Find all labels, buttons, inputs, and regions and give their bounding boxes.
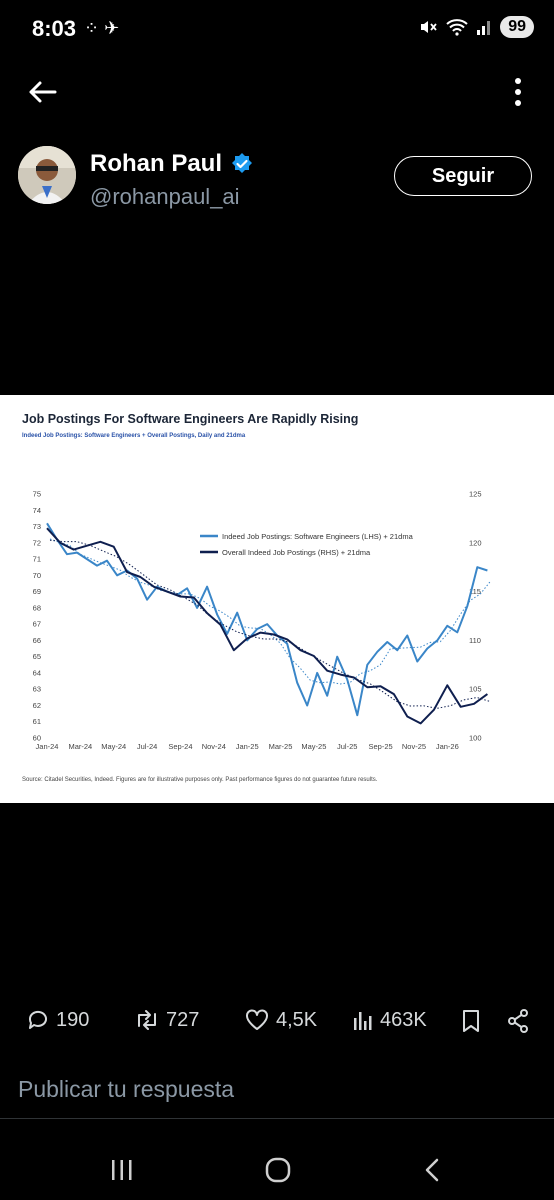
repost-button[interactable]: 727 bbox=[134, 1008, 199, 1032]
system-back-button[interactable] bbox=[412, 1150, 452, 1190]
author-name[interactable]: Rohan Paul bbox=[90, 150, 223, 177]
more-options-button[interactable] bbox=[508, 72, 528, 112]
y-left-tick-label: 72 bbox=[33, 538, 41, 547]
x-tick-label: Jul-25 bbox=[337, 742, 357, 751]
x-tick-label: Sep-24 bbox=[168, 742, 192, 751]
y-left-tick-label: 71 bbox=[33, 555, 41, 564]
system-icons: 99 bbox=[418, 16, 534, 38]
status-time: 8:03 bbox=[32, 16, 77, 41]
y-left-tick-label: 65 bbox=[33, 652, 41, 661]
tweet-author: Rohan Paul @rohanpaul_ai Seguir bbox=[0, 140, 554, 220]
y-left-tick-label: 61 bbox=[33, 717, 41, 726]
reply-count: 190 bbox=[56, 1008, 90, 1031]
x-tick-label: May-24 bbox=[101, 742, 126, 751]
y-right-tick-label: 115 bbox=[469, 587, 481, 596]
recent-apps-icon bbox=[112, 1160, 132, 1180]
y-left-tick-label: 66 bbox=[33, 636, 41, 645]
x-tick-label: Nov-25 bbox=[402, 742, 426, 751]
chart-title: Job Postings For Software Engineers Are … bbox=[22, 412, 359, 426]
reply-icon bbox=[28, 1010, 47, 1029]
y-left-tick-label: 74 bbox=[33, 506, 41, 515]
chart-subtitle: Indeed Job Postings: Software Engineers … bbox=[22, 433, 246, 439]
y-left-tick-label: 70 bbox=[33, 571, 41, 580]
repost-count: 727 bbox=[166, 1008, 200, 1031]
legend-label-software: Indeed Job Postings: Software Engineers … bbox=[222, 532, 414, 541]
y-right-tick-label: 105 bbox=[469, 685, 482, 694]
y-right-tick-label: 110 bbox=[469, 636, 481, 645]
notification-icons: ⁘ ✈ bbox=[84, 18, 120, 38]
chevron-left-icon bbox=[425, 1158, 439, 1182]
x-tick-label: May-25 bbox=[301, 742, 326, 751]
avatar-image bbox=[18, 146, 76, 204]
signal-icon bbox=[477, 21, 491, 35]
home-button[interactable] bbox=[258, 1150, 298, 1190]
y-right-tick-label: 120 bbox=[469, 538, 482, 547]
like-count: 4,5K bbox=[276, 1008, 318, 1031]
y-left-tick-label: 62 bbox=[33, 701, 41, 710]
x-tick-label: Sep-25 bbox=[369, 742, 393, 751]
share-button[interactable] bbox=[506, 1008, 530, 1034]
y-right-tick-label: 100 bbox=[469, 734, 482, 743]
divider bbox=[0, 1118, 554, 1119]
y-left-tick-label: 64 bbox=[33, 668, 41, 677]
views-chart-icon bbox=[354, 1012, 372, 1030]
avatar[interactable] bbox=[18, 146, 76, 204]
y-right-tick-label: 125 bbox=[469, 490, 482, 499]
series-line-software bbox=[46, 522, 488, 717]
verified-badge-icon bbox=[232, 153, 253, 173]
legend-label-overall: Overall Indeed Job Postings (RHS) + 21dm… bbox=[222, 548, 371, 557]
heart-icon bbox=[246, 1009, 268, 1030]
y-left-tick-label: 60 bbox=[33, 734, 41, 743]
mute-icon bbox=[421, 21, 437, 33]
bookmark-button[interactable] bbox=[460, 1008, 482, 1034]
x-tick-label: Mar-24 bbox=[68, 742, 92, 751]
series-line-overall bbox=[46, 527, 488, 725]
y-left-tick-label: 69 bbox=[33, 587, 41, 596]
more-vertical-icon bbox=[515, 78, 521, 106]
follow-button[interactable]: Seguir bbox=[394, 156, 532, 196]
x-tick-label: Mar-25 bbox=[269, 742, 293, 751]
chart-source: Source: Citadel Securities, Indeed. Figu… bbox=[22, 777, 378, 783]
author-handle[interactable]: @rohanpaul_ai bbox=[90, 184, 240, 209]
series-21dma-line-software bbox=[49, 538, 491, 685]
home-circle-icon bbox=[265, 1157, 291, 1183]
y-left-tick-label: 68 bbox=[33, 603, 41, 612]
tweet-actions: 190 727 4,5K 463K bbox=[0, 1000, 554, 1044]
back-button[interactable] bbox=[22, 72, 62, 112]
author-name-row[interactable]: Rohan Paul bbox=[90, 150, 254, 178]
y-left-tick-label: 73 bbox=[33, 522, 41, 531]
view-count: 463K bbox=[380, 1008, 427, 1031]
reply-button[interactable]: 190 bbox=[26, 1008, 89, 1032]
top-bar bbox=[0, 60, 554, 120]
recent-apps-button[interactable] bbox=[102, 1150, 142, 1190]
like-button[interactable]: 4,5K bbox=[244, 1008, 317, 1032]
x-tick-label: Nov-24 bbox=[202, 742, 226, 751]
share-icon bbox=[508, 1009, 528, 1033]
status-bar: 8:03 ⁘ ✈ 99 bbox=[0, 0, 554, 60]
x-tick-label: Jan-24 bbox=[36, 742, 59, 751]
views-button[interactable]: 463K bbox=[352, 1008, 427, 1032]
line-chart: 60 61 62 63 64 65 66 67 68 69 70 71 72 73 74 75 100 105 11… bbox=[33, 490, 491, 751]
system-nav-bar bbox=[0, 1140, 554, 1200]
bookmark-icon bbox=[463, 1010, 479, 1032]
series-21dma-line-overall bbox=[49, 539, 491, 709]
back-arrow-icon bbox=[29, 81, 57, 103]
battery-indicator: 99 bbox=[500, 16, 534, 38]
reply-input[interactable]: Publicar tu respuesta bbox=[18, 1076, 235, 1102]
y-left-tick-label: 67 bbox=[33, 620, 41, 629]
x-tick-label: Jul-24 bbox=[137, 742, 157, 751]
wifi-icon bbox=[446, 19, 468, 36]
y-left-tick-label: 63 bbox=[33, 685, 41, 694]
repost-icon bbox=[138, 1010, 156, 1030]
x-tick-label: Jan-25 bbox=[236, 742, 259, 751]
x-tick-label: Jan-26 bbox=[436, 742, 459, 751]
y-left-tick-label: 75 bbox=[33, 490, 41, 499]
tweet-media-chart[interactable]: Job Postings For Software Engineers Are … bbox=[0, 395, 554, 803]
